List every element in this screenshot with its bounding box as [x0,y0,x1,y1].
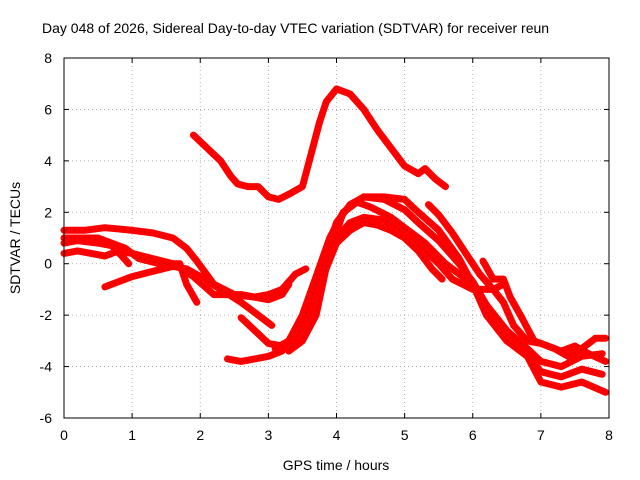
x-tick-label: 7 [537,427,545,443]
x-tick-label: 3 [264,427,272,443]
series-marks-arc-2 [64,226,307,298]
series-marks-arc-8 [227,216,504,363]
x-tick-label: 8 [605,427,613,443]
x-tick-label: 2 [196,427,204,443]
x-tick-label: 6 [469,427,477,443]
series-line-arc-1 [189,85,449,203]
series-marks-arc-12 [427,204,606,358]
x-axis-label: GPS time / hours [283,457,390,473]
x-tick-label: 1 [128,427,136,443]
series-marks-arc-7 [240,221,443,347]
x-tick-label: 0 [60,427,68,443]
y-tick-label: 8 [44,50,52,66]
y-tick-label: 4 [44,153,52,169]
chart-title: Day 048 of 2026, Sidereal Day-to-day VTE… [42,20,549,36]
series-marks-arc-13 [482,260,606,363]
x-tick-label: 4 [333,427,341,443]
y-tick-label: -6 [40,410,53,426]
data-series [60,85,610,396]
y-tick-label: -4 [40,359,53,375]
y-tick-label: -2 [40,307,53,323]
y-tick-label: 6 [44,101,52,117]
series-line-arc-4 [60,247,293,304]
plot-frame [63,57,610,419]
series-marks-arc-4 [63,250,290,301]
series-line-arc-5 [101,262,276,329]
series-marks-arc-1 [192,88,446,201]
y-axis-label: SDTVAR / TECUs [7,182,23,294]
x-axis-ticks: 0 1 2 3 4 5 6 7 8 [60,58,613,443]
y-axis-ticks: -6 -4 -2 0 2 4 6 8 [40,50,609,426]
y-tick-label: 2 [44,204,52,220]
series-marks-arc-11 [288,196,606,393]
series-marks-arc-6 [64,237,198,303]
y-tick-label: 0 [44,256,52,272]
x-tick-label: 5 [401,427,409,443]
